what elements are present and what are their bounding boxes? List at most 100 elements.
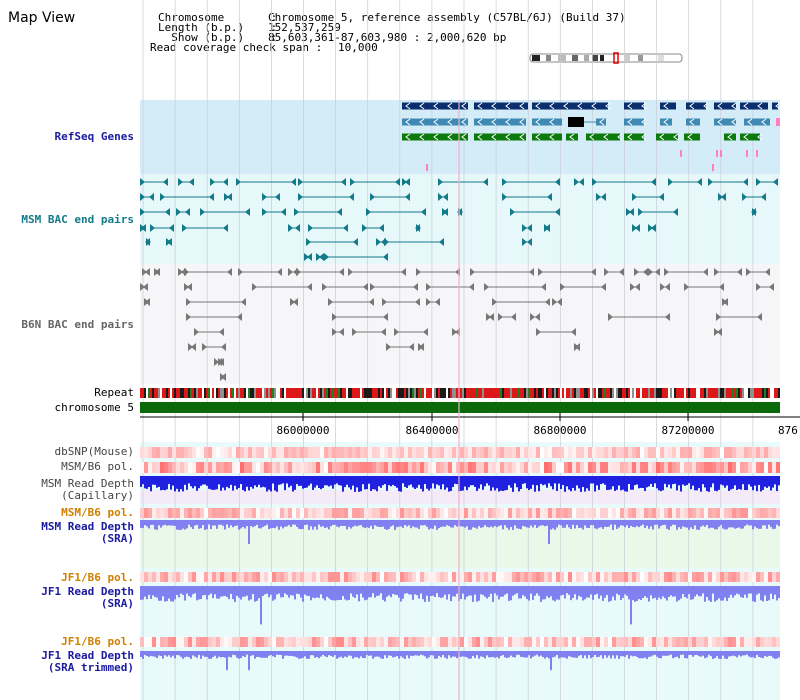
depth-bar xyxy=(484,651,486,659)
depth-bar xyxy=(240,476,242,485)
depth-bar xyxy=(432,651,434,656)
chromosome-ideogram[interactable] xyxy=(528,52,686,64)
refseq-genes-label[interactable]: RefSeq Genes xyxy=(54,130,134,143)
axis-tick-label: 86400000 xyxy=(406,424,459,437)
heat-cell xyxy=(416,447,420,458)
depth-bar xyxy=(610,476,612,490)
repeat-element xyxy=(704,388,706,398)
gene-block xyxy=(660,102,676,110)
heat-cell xyxy=(148,637,152,647)
heat-cell xyxy=(344,447,348,458)
bac-end-marker xyxy=(332,328,337,336)
repeat-element xyxy=(682,388,684,398)
heat-cell xyxy=(348,462,352,473)
msm-bac-track[interactable] xyxy=(140,178,778,261)
repeat-element xyxy=(680,388,682,398)
repeat-element xyxy=(284,388,286,398)
depth-bar xyxy=(294,651,296,657)
bac-end-marker xyxy=(384,238,389,246)
heat-cell xyxy=(408,508,412,518)
heat-cell xyxy=(636,462,640,473)
depth-bar xyxy=(650,520,652,527)
depth-bar xyxy=(300,520,302,530)
heat-cell xyxy=(216,447,220,458)
bac-end-marker xyxy=(416,268,421,276)
bac-end-marker xyxy=(545,298,550,306)
chromosome-info-label: Chromosome : xyxy=(158,11,278,24)
depth-bar xyxy=(616,586,618,594)
heat-cell xyxy=(580,637,584,647)
depth-bar xyxy=(538,520,540,527)
repeat-element xyxy=(224,388,226,398)
heat-cell xyxy=(748,508,752,518)
depth-bar xyxy=(734,520,736,529)
depth-bar xyxy=(520,520,522,530)
repeat-element xyxy=(698,388,700,398)
depth-bar xyxy=(226,476,228,487)
heat-cell xyxy=(336,447,340,458)
repeat-element xyxy=(268,388,270,398)
heat-cell xyxy=(260,637,264,647)
heat-cell xyxy=(280,508,284,518)
heat-cell xyxy=(444,637,448,647)
depth-bar xyxy=(626,476,628,492)
depth-bar xyxy=(152,520,154,525)
msm-bac-label[interactable]: MSM BAC end pairs xyxy=(21,213,134,226)
refseq-genes-track[interactable] xyxy=(402,102,781,172)
bac-end-marker xyxy=(288,268,293,276)
b6n-bac-track[interactable] xyxy=(140,268,774,381)
heat-cell xyxy=(356,508,360,518)
heat-cell xyxy=(460,462,464,473)
depth-bar xyxy=(600,586,602,596)
depth-bar xyxy=(200,651,202,659)
depth-bar xyxy=(280,476,282,485)
repeat-element xyxy=(626,388,628,398)
depth-bar xyxy=(774,520,776,529)
heat-cell xyxy=(172,572,176,582)
heat-cell xyxy=(444,447,448,458)
heat-cell xyxy=(644,508,648,518)
depth-bar xyxy=(710,651,712,657)
heat-cell xyxy=(240,572,244,582)
depth-bar xyxy=(682,520,684,527)
depth-bar xyxy=(580,651,582,655)
depth-bar xyxy=(376,651,378,657)
bac-end-marker xyxy=(484,283,489,291)
depth-bar xyxy=(726,586,728,601)
heat-cell xyxy=(508,572,512,582)
bac-end-marker xyxy=(185,208,190,216)
depth-bar xyxy=(180,586,182,594)
bac-end-marker xyxy=(227,268,232,276)
heat-cell xyxy=(504,637,508,647)
depth-bar xyxy=(762,476,764,490)
bac-end-marker xyxy=(241,298,246,306)
heat-cell xyxy=(752,637,756,647)
depth-bar xyxy=(574,476,576,491)
heat-cell xyxy=(356,637,360,647)
heat-cell xyxy=(380,508,384,518)
depth-bar xyxy=(150,520,152,525)
depth-bar xyxy=(692,520,694,530)
depth-bar xyxy=(368,586,370,598)
depth-bar xyxy=(656,520,658,525)
depth-bar xyxy=(140,476,142,487)
heat-cell xyxy=(144,508,148,518)
b6n-bac-label[interactable]: B6N BAC end pairs xyxy=(21,318,134,331)
heat-cell xyxy=(572,447,576,458)
depth-bar xyxy=(442,651,444,655)
heat-cell xyxy=(440,508,444,518)
bac-end-marker xyxy=(182,224,187,232)
heat-cell xyxy=(580,447,584,458)
depth-bar xyxy=(640,586,642,601)
depth-bar xyxy=(580,476,582,492)
depth-bar xyxy=(486,586,488,599)
depth-bar xyxy=(622,586,624,598)
strand-arrow xyxy=(627,133,633,141)
polymorphism-depth-tracks xyxy=(140,447,780,671)
depth-bar xyxy=(422,651,424,656)
bac-end-marker xyxy=(660,283,665,291)
strand-arrow xyxy=(689,102,695,110)
depth-bar xyxy=(510,520,512,527)
depth-bar xyxy=(232,651,234,655)
